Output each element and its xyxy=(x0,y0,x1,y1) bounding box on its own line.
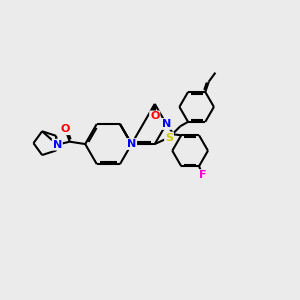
Text: N: N xyxy=(127,139,136,149)
Text: O: O xyxy=(150,111,159,122)
Text: F: F xyxy=(199,170,206,180)
Text: S: S xyxy=(165,133,173,142)
Text: N: N xyxy=(52,140,62,150)
Text: O: O xyxy=(61,124,70,134)
Text: N: N xyxy=(162,119,171,129)
